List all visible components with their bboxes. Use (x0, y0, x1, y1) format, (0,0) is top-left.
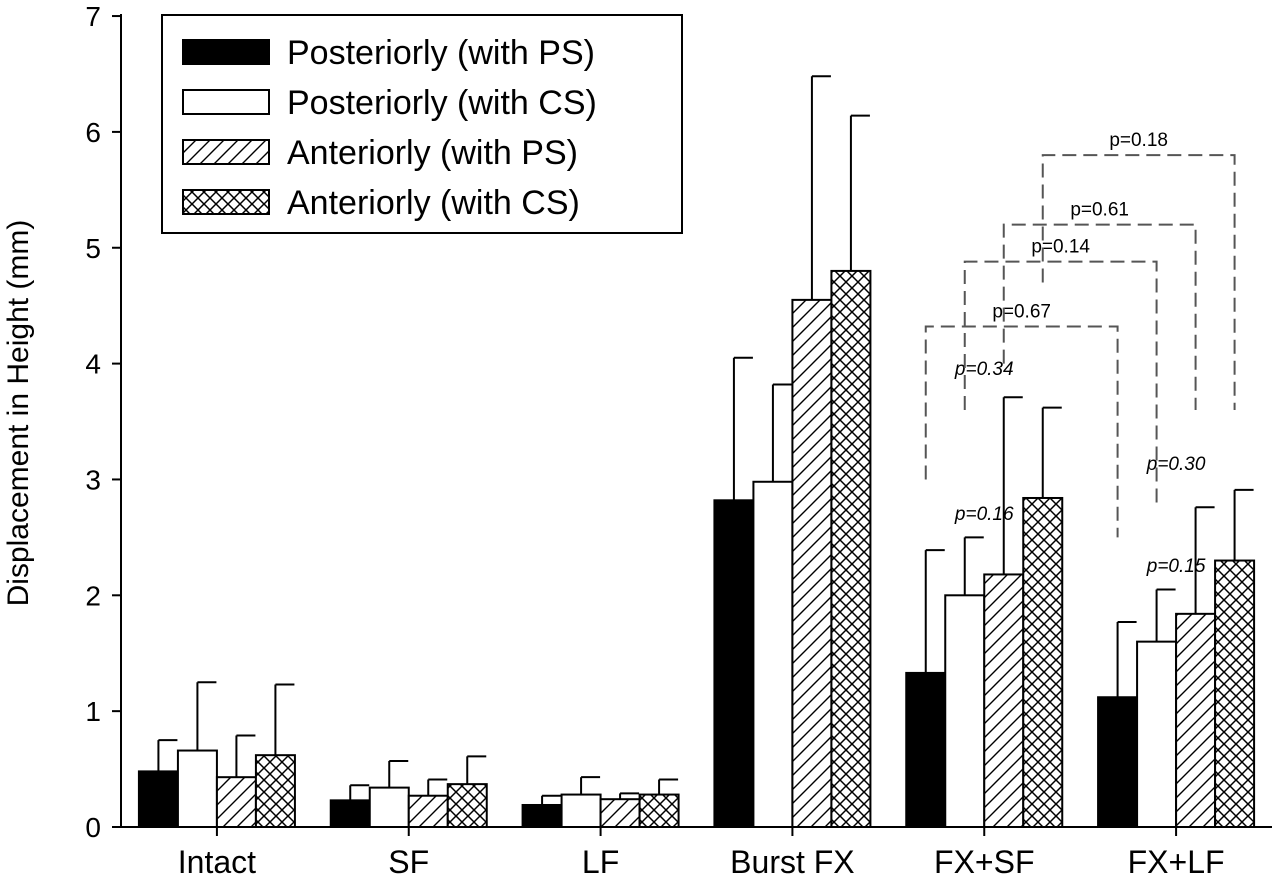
legend-label: Posteriorly (with CS) (287, 84, 597, 122)
bar (407, 794, 449, 829)
y-axis-label: Displacement in Height (mm) (2, 220, 35, 607)
bar (1214, 559, 1256, 828)
legend-label: Anteriorly (with CS) (287, 184, 580, 222)
y-tick-label: 7 (85, 1, 101, 32)
p-value-label: p=0.15 (1146, 556, 1206, 577)
bar (983, 573, 1025, 829)
legend-swatch (182, 89, 270, 115)
comparison-bracket (924, 325, 1119, 538)
comparison-bracket (963, 260, 1158, 503)
x-tick-label: SF (388, 844, 429, 880)
p-value-label: p=0.67 (992, 302, 1051, 323)
comparison-bracket (1041, 154, 1236, 410)
bar (752, 480, 794, 828)
bar (791, 298, 833, 828)
bar (560, 793, 602, 829)
legend: Posteriorly (with PS) Posteriorly (with C… (161, 14, 683, 234)
bar (905, 671, 947, 828)
comparison-bracket (1002, 223, 1197, 410)
y-tick-label: 6 (85, 117, 101, 148)
p-value-label: p=0.30 (1146, 454, 1206, 475)
axes: 0 1 2 3 4 5 6 7 Intact SF LF Burst FX FX+SF FX+LF (85, 1, 1272, 880)
bar (329, 799, 371, 828)
y-tick-label: 1 (85, 696, 101, 727)
p-value-label: p=0.14 (1031, 237, 1090, 258)
error-bars-layer (157, 75, 1254, 805)
x-tick-label: Burst FX (730, 844, 854, 880)
annotations-layer: p=0.16 p=0.34 p=0.15 p=0.30 p=0.67 p=0.14 p=0.… (924, 130, 1236, 577)
y-tick-label: 0 (85, 812, 101, 843)
legend-swatch (182, 139, 270, 165)
p-value-label: p=0.16 (954, 504, 1014, 525)
bar (1136, 640, 1178, 829)
bar (176, 749, 218, 828)
y-tick-label: 5 (85, 233, 101, 264)
bar (446, 783, 488, 828)
bar (215, 776, 257, 829)
x-tick-label: FX+LF (1128, 844, 1225, 880)
legend-label: Anteriorly (with PS) (287, 134, 578, 172)
bar (713, 499, 755, 828)
bar (599, 798, 641, 828)
bars-layer (137, 269, 1256, 829)
x-tick-label: Intact (178, 844, 256, 880)
p-value-label: p=0.61 (1070, 200, 1129, 221)
y-tick-label: 2 (85, 580, 101, 611)
bar (638, 793, 680, 829)
x-tick-label: FX+SF (934, 844, 1034, 880)
legend-swatch (182, 39, 270, 65)
bar (521, 803, 563, 829)
bar (1175, 612, 1217, 828)
bar (944, 594, 986, 828)
bar (368, 786, 410, 829)
y-tick-label: 3 (85, 464, 101, 495)
bar (137, 770, 179, 829)
y-tick-label: 4 (85, 349, 101, 380)
bar (1022, 496, 1064, 828)
bar (1097, 696, 1139, 828)
bar (254, 754, 296, 828)
p-value-label: p=0.18 (1109, 130, 1168, 151)
x-tick-label: LF (582, 844, 619, 880)
p-value-label: p=0.34 (954, 359, 1014, 380)
legend-swatch (182, 189, 270, 215)
bar (830, 269, 872, 829)
legend-label: Posteriorly (with PS) (287, 34, 595, 72)
